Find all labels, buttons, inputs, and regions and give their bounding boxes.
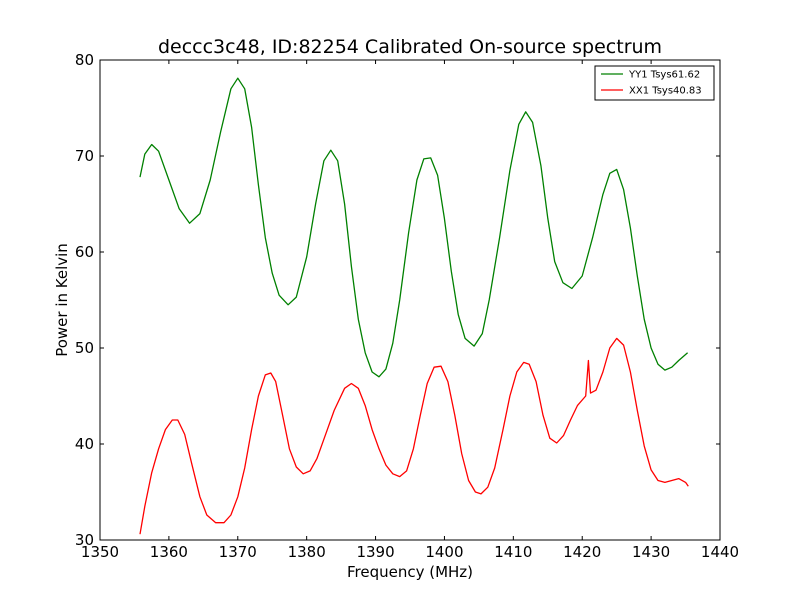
legend-label-xx1: XX1 Tsys40.83 xyxy=(629,86,702,97)
y-axis-label: Power in Kelvin xyxy=(53,243,71,357)
x-tick-label-6: 1410 xyxy=(494,543,532,561)
y-tick-label-3: 60 xyxy=(75,243,94,261)
legend: YY1 Tsys61.62 XX1 Tsys40.83 xyxy=(594,65,715,101)
x-tick-label-5: 1400 xyxy=(425,543,463,561)
x-axis-ticks: 1350 1360 1370 1380 1390 1400 1410 1420 1430 1440 xyxy=(81,60,739,561)
series-line-1 xyxy=(139,337,689,535)
x-tick-label-7: 1420 xyxy=(563,543,601,561)
series-layer xyxy=(139,77,689,535)
y-tick-label-1: 40 xyxy=(75,435,94,453)
y-tick-label-4: 70 xyxy=(75,147,94,165)
x-tick-label-9: 1440 xyxy=(701,543,739,561)
x-tick-label-4: 1390 xyxy=(356,543,394,561)
legend-box xyxy=(594,65,715,101)
y-tick-label-2: 50 xyxy=(75,339,94,357)
plot-frame xyxy=(99,59,721,541)
x-axis-label: Frequency (MHz) xyxy=(347,563,473,581)
legend-label-yy1: YY1 Tsys61.62 xyxy=(628,70,700,81)
y-tick-label-0: 30 xyxy=(75,531,94,549)
chart-title: deccc3c48, ID:82254 Calibrated On-source… xyxy=(158,36,662,58)
x-tick-label-0: 1350 xyxy=(81,543,119,561)
y-tick-label-5: 80 xyxy=(75,51,94,69)
series-line-0 xyxy=(139,77,689,378)
x-tick-label-2: 1370 xyxy=(219,543,257,561)
x-tick-label-8: 1430 xyxy=(632,543,670,561)
x-tick-label-3: 1380 xyxy=(288,543,326,561)
x-tick-label-1: 1360 xyxy=(150,543,188,561)
y-axis-ticks: 30 40 50 60 70 80 xyxy=(75,51,720,549)
